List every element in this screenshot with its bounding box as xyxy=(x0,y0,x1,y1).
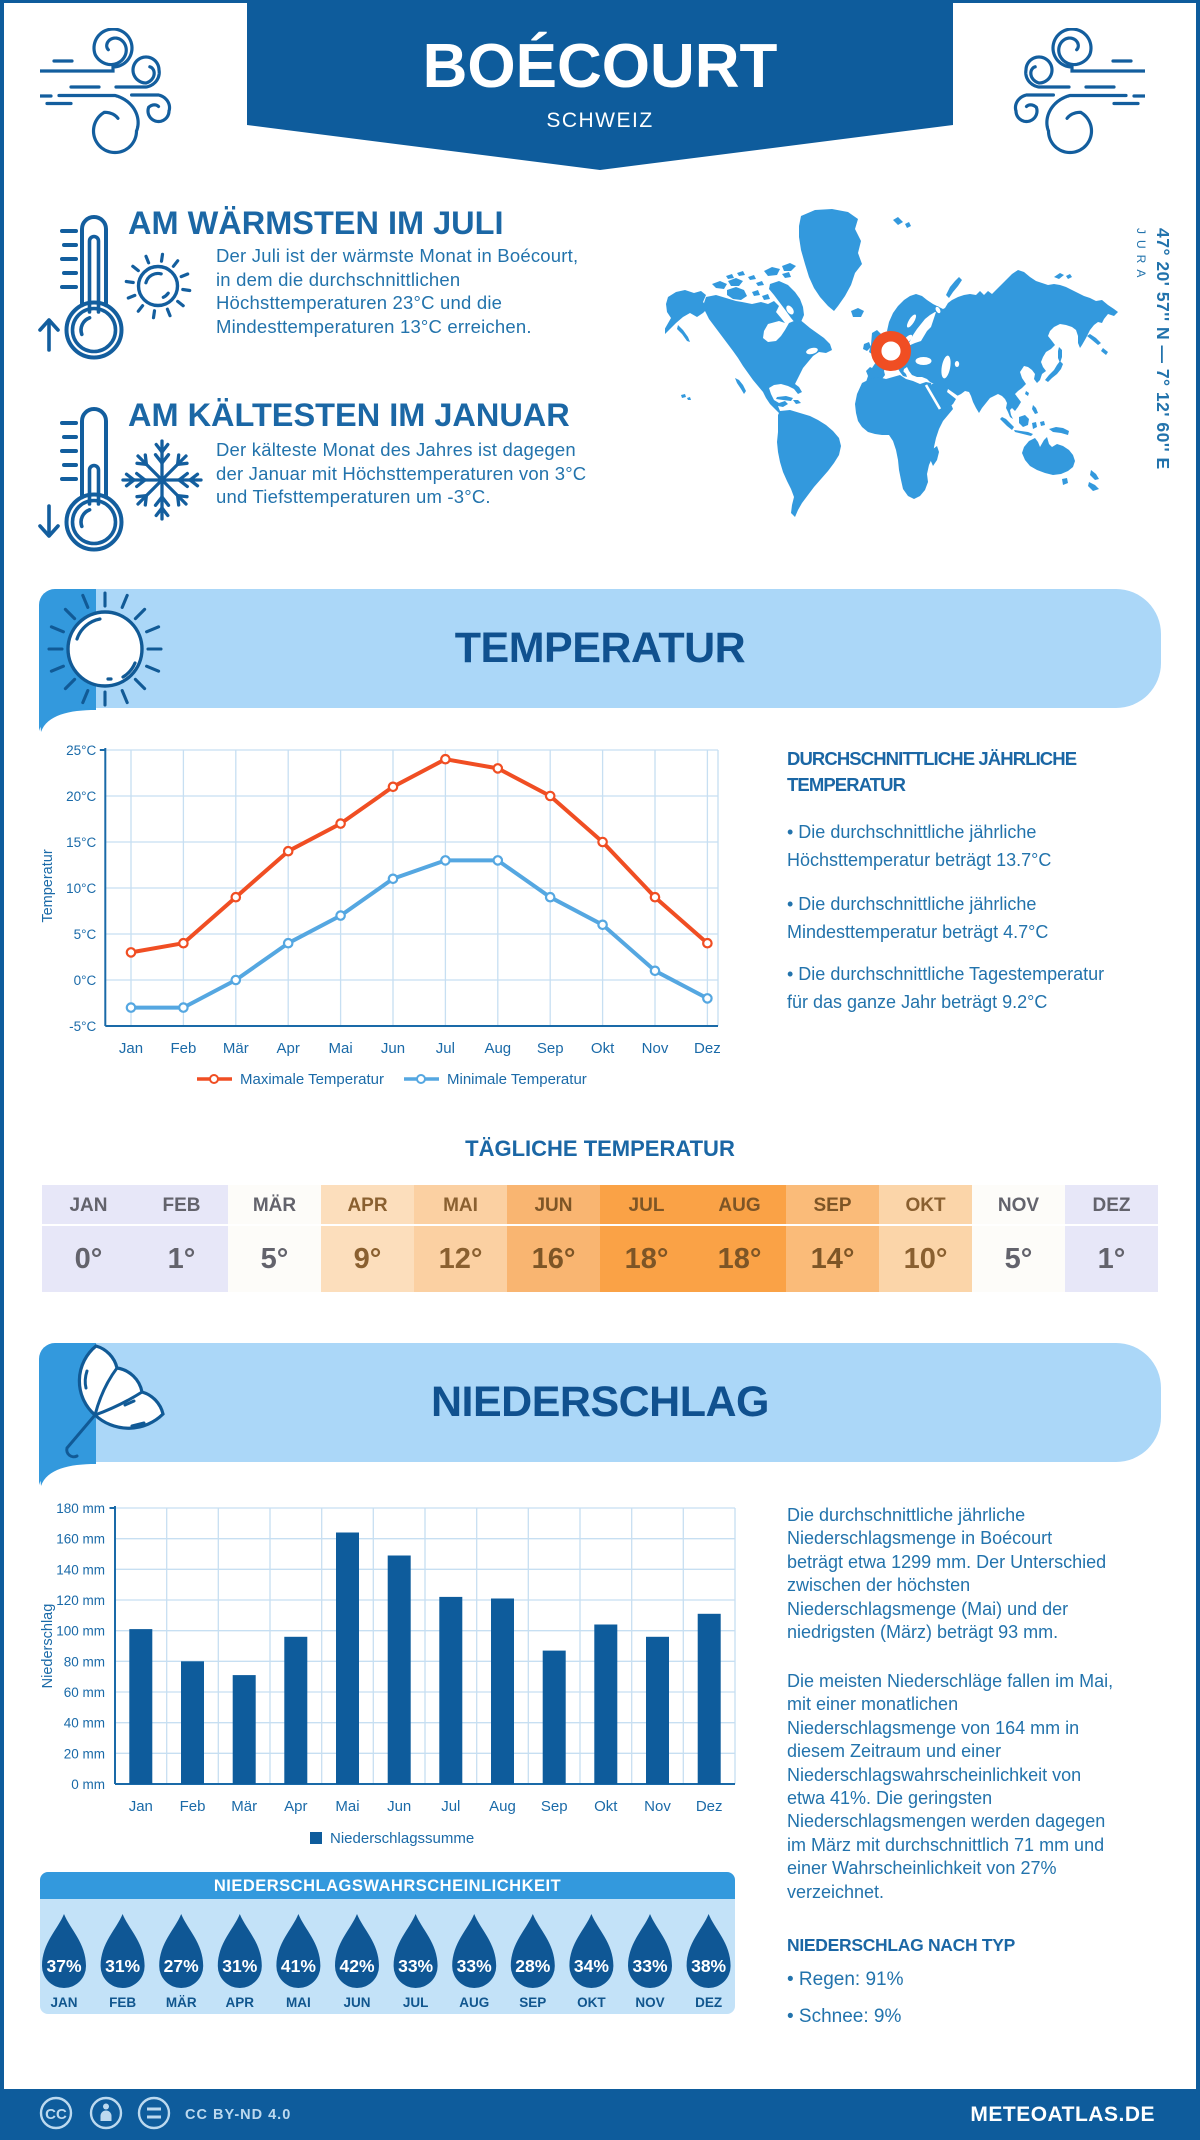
svg-text:Jun: Jun xyxy=(381,1040,405,1057)
svg-text:-5°C: -5°C xyxy=(69,1019,96,1034)
svg-text:Feb: Feb xyxy=(170,1040,196,1057)
svg-text:0 mm: 0 mm xyxy=(71,1777,105,1792)
svg-text:NOV: NOV xyxy=(635,1995,664,2010)
svg-text:Okt: Okt xyxy=(591,1040,615,1057)
svg-text:Maximale Temperatur: Maximale Temperatur xyxy=(240,1071,384,1088)
svg-text:Mai: Mai xyxy=(329,1040,353,1057)
svg-text:Jan: Jan xyxy=(129,1798,153,1815)
svg-text:Aug: Aug xyxy=(489,1798,516,1815)
svg-text:Aug: Aug xyxy=(484,1040,511,1057)
svg-text:0°C: 0°C xyxy=(74,973,97,988)
svg-text:34%: 34% xyxy=(574,1956,609,1976)
svg-text:80 mm: 80 mm xyxy=(64,1654,105,1669)
svg-text:Mär: Mär xyxy=(231,1798,257,1815)
svg-text:Temperatur: Temperatur xyxy=(40,849,56,923)
svg-text:Jan: Jan xyxy=(119,1040,143,1057)
svg-text:JUL: JUL xyxy=(403,1995,429,2010)
svg-text:OKT: OKT xyxy=(577,1995,606,2010)
svg-text:Jul: Jul xyxy=(441,1798,460,1815)
svg-text:CC BY-ND 4.0: CC BY-ND 4.0 xyxy=(185,2107,291,2123)
svg-text:33%: 33% xyxy=(632,1956,667,1976)
svg-text:20 mm: 20 mm xyxy=(64,1746,105,1761)
svg-text:37%: 37% xyxy=(46,1956,81,1976)
svg-text:38%: 38% xyxy=(691,1956,726,1976)
svg-text:AUG: AUG xyxy=(459,1995,489,2010)
svg-text:CC: CC xyxy=(45,2106,67,2123)
svg-text:160 mm: 160 mm xyxy=(56,1532,105,1547)
svg-text:Mär: Mär xyxy=(223,1040,249,1057)
svg-text:25°C: 25°C xyxy=(66,743,96,758)
svg-text:33%: 33% xyxy=(457,1956,492,1976)
svg-text:JUN: JUN xyxy=(343,1995,370,2010)
svg-text:100 mm: 100 mm xyxy=(56,1624,105,1639)
svg-text:Minimale Temperatur: Minimale Temperatur xyxy=(447,1071,587,1088)
svg-text:120 mm: 120 mm xyxy=(56,1593,105,1608)
svg-text:Jul: Jul xyxy=(436,1040,455,1057)
svg-text:Apr: Apr xyxy=(277,1040,300,1057)
svg-text:Dez: Dez xyxy=(696,1798,723,1815)
svg-text:15°C: 15°C xyxy=(66,835,96,850)
svg-text:Apr: Apr xyxy=(284,1798,307,1815)
svg-text:APR: APR xyxy=(226,1995,255,2010)
svg-text:Jun: Jun xyxy=(387,1798,411,1815)
svg-text:Okt: Okt xyxy=(594,1798,618,1815)
svg-text:60 mm: 60 mm xyxy=(64,1685,105,1700)
svg-text:33%: 33% xyxy=(398,1956,433,1976)
svg-text:Niederschlag: Niederschlag xyxy=(40,1604,56,1689)
svg-text:10°C: 10°C xyxy=(66,881,96,896)
svg-text:Feb: Feb xyxy=(180,1798,206,1815)
svg-text:42%: 42% xyxy=(339,1956,374,1976)
svg-text:METEOATLAS.DE: METEOATLAS.DE xyxy=(970,2103,1155,2126)
svg-text:40 mm: 40 mm xyxy=(64,1716,105,1731)
svg-text:Nov: Nov xyxy=(642,1040,669,1057)
svg-text:SEP: SEP xyxy=(519,1995,546,2010)
svg-text:Niederschlagssumme: Niederschlagssumme xyxy=(330,1830,474,1847)
svg-text:180 mm: 180 mm xyxy=(56,1501,105,1516)
svg-text:Sep: Sep xyxy=(537,1040,564,1057)
svg-text:31%: 31% xyxy=(222,1956,257,1976)
svg-text:JAN: JAN xyxy=(50,1995,77,2010)
svg-text:MÄR: MÄR xyxy=(166,1995,197,2010)
svg-text:Dez: Dez xyxy=(694,1040,721,1057)
svg-text:27%: 27% xyxy=(164,1956,199,1976)
svg-text:MAI: MAI xyxy=(286,1995,311,2010)
svg-text:Sep: Sep xyxy=(541,1798,568,1815)
svg-text:5°C: 5°C xyxy=(74,927,97,942)
svg-text:31%: 31% xyxy=(105,1956,140,1976)
svg-text:FEB: FEB xyxy=(109,1995,136,2010)
svg-text:20°C: 20°C xyxy=(66,789,96,804)
svg-text:Mai: Mai xyxy=(335,1798,359,1815)
svg-text:DEZ: DEZ xyxy=(695,1995,722,2010)
svg-text:140 mm: 140 mm xyxy=(56,1562,105,1577)
svg-text:Nov: Nov xyxy=(644,1798,671,1815)
svg-text:41%: 41% xyxy=(281,1956,316,1976)
svg-text:28%: 28% xyxy=(515,1956,550,1976)
